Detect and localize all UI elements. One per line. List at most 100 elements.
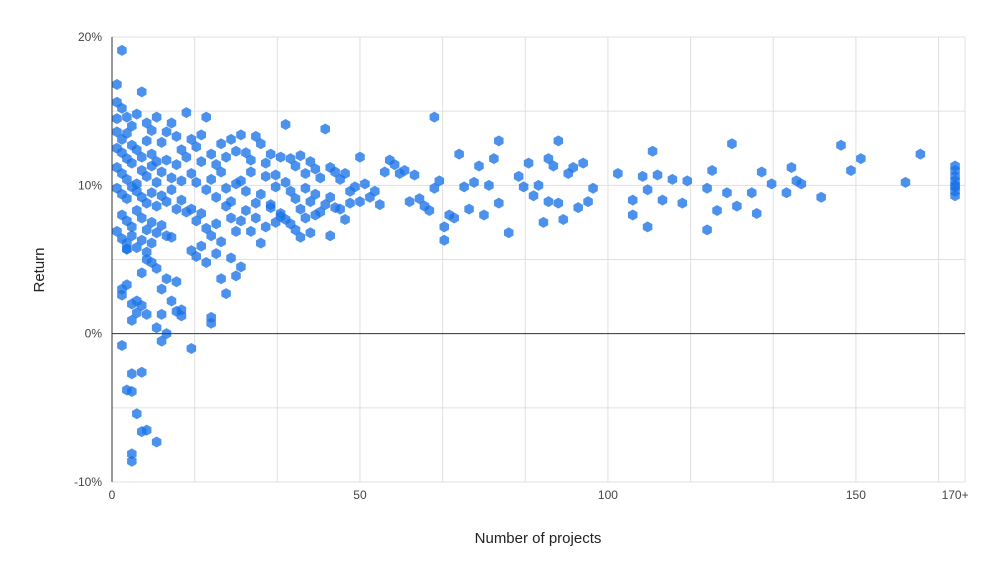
tick-labels: 0 50 100 150 170+ -10% 0% 10% 20%	[74, 30, 969, 502]
x-tick-label: 150	[846, 488, 866, 502]
data-point	[682, 175, 693, 187]
data-point	[746, 187, 757, 199]
data-point	[211, 218, 221, 230]
data-point	[613, 167, 623, 179]
data-point	[538, 216, 549, 228]
data-point	[151, 200, 162, 212]
data-point	[345, 197, 355, 209]
data-point	[122, 193, 132, 205]
data-point	[127, 314, 137, 326]
data-point	[389, 159, 400, 171]
data-point	[226, 212, 236, 224]
data-point	[236, 215, 246, 227]
data-point	[241, 147, 251, 159]
data-point	[141, 246, 152, 258]
data-point	[112, 78, 122, 90]
data-point	[127, 221, 137, 233]
data-point	[127, 120, 137, 132]
data-point	[335, 203, 345, 215]
data-point	[216, 138, 226, 150]
data-point	[231, 225, 241, 237]
data-point	[176, 175, 187, 187]
data-point	[846, 165, 856, 176]
data-point	[156, 308, 167, 320]
data-point	[494, 135, 504, 147]
data-point	[136, 267, 147, 279]
x-tick-label: 0	[109, 488, 116, 502]
data-point	[151, 176, 162, 188]
data-point	[191, 215, 202, 227]
data-point	[523, 157, 534, 169]
y-tick-label: 0%	[85, 327, 103, 341]
data-point	[380, 166, 390, 178]
data-point	[360, 178, 370, 190]
data-point	[449, 212, 459, 224]
data-point	[146, 148, 157, 160]
data-point	[201, 184, 211, 196]
data-point	[191, 141, 202, 153]
data-point	[136, 86, 147, 98]
data-point	[265, 199, 276, 211]
data-point	[141, 224, 152, 236]
data-point	[186, 343, 197, 354]
data-point	[414, 193, 425, 205]
data-point	[117, 289, 127, 301]
data-point	[122, 173, 132, 185]
data-point	[553, 135, 564, 147]
data-point	[132, 307, 142, 319]
data-point	[176, 144, 187, 156]
data-point	[370, 185, 380, 197]
data-point	[226, 252, 236, 264]
data-point	[489, 153, 499, 165]
data-point	[494, 197, 504, 209]
data-point	[766, 178, 777, 190]
data-point	[627, 194, 638, 206]
data-point	[796, 178, 807, 190]
data-point	[270, 181, 281, 193]
data-point	[642, 221, 653, 233]
data-point	[181, 107, 192, 119]
data-point	[915, 148, 926, 160]
data-point	[136, 366, 147, 378]
data-point	[548, 160, 559, 172]
data-point	[320, 199, 331, 211]
data-point	[290, 193, 301, 205]
data-point	[320, 123, 331, 135]
data-point	[310, 209, 321, 221]
data-point	[439, 234, 450, 246]
data-point	[325, 230, 335, 242]
data-point	[469, 176, 479, 188]
data-point	[290, 224, 301, 236]
data-point	[677, 197, 688, 209]
data-point	[256, 237, 266, 249]
data-point	[513, 170, 524, 182]
data-point	[256, 188, 266, 200]
y-tick-label: -10%	[74, 475, 102, 489]
data-point	[285, 185, 296, 197]
data-point	[231, 270, 241, 282]
data-point	[221, 288, 231, 300]
data-point	[206, 173, 216, 185]
zero-line	[111, 37, 965, 482]
data-point	[151, 436, 162, 448]
data-point	[156, 335, 167, 347]
data-point	[166, 295, 177, 307]
data-point	[573, 202, 583, 214]
data-point	[315, 172, 326, 184]
data-point	[201, 222, 211, 234]
data-point	[132, 242, 142, 254]
x-tick-label: 50	[353, 488, 367, 502]
data-point	[141, 197, 152, 209]
data-point	[241, 185, 251, 197]
data-point	[404, 196, 415, 208]
data-point	[112, 225, 122, 237]
data-point	[141, 117, 152, 129]
data-point	[652, 169, 663, 181]
data-point	[156, 136, 167, 148]
data-point	[186, 203, 197, 215]
data-point	[702, 182, 712, 194]
data-point	[151, 227, 162, 239]
data-point	[295, 231, 306, 243]
data-point	[132, 205, 142, 217]
data-point	[221, 182, 231, 194]
